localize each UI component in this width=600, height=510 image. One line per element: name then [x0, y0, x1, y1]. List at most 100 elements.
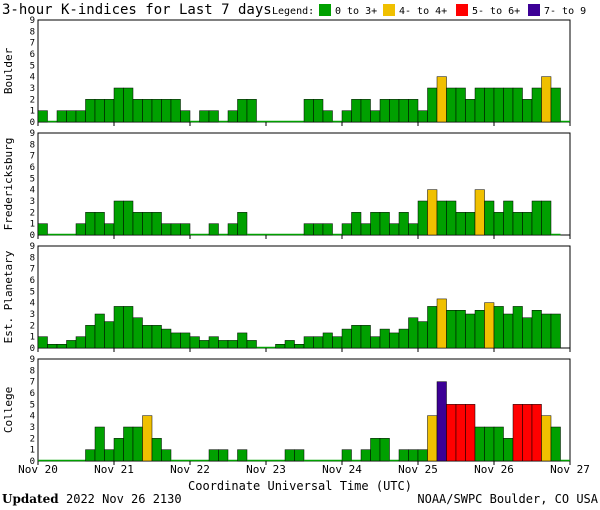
x-tick-label: Nov 24 [322, 463, 362, 476]
k-bar [113, 438, 124, 462]
y-tick-label: 5 [30, 287, 35, 297]
y-tick-label: 2 [30, 208, 35, 218]
k-bar [408, 317, 419, 349]
k-bar [427, 415, 438, 462]
y-tick-label: 1 [30, 446, 35, 456]
k-bar [541, 200, 552, 236]
panel-0: 01 234 567 89 Boulder [2, 16, 571, 128]
y-tick-label: 6 [30, 50, 35, 60]
k-bar [427, 189, 438, 236]
k-bar [493, 426, 504, 462]
k-bar [94, 426, 105, 462]
x-tick-label: Nov 20 [18, 463, 58, 476]
k-bar [550, 426, 561, 462]
y-tick-label: 9 [30, 355, 35, 365]
x-tick-label: Nov 26 [474, 463, 514, 476]
y-tick-label: 0 [30, 231, 35, 241]
k-bar [503, 200, 514, 236]
k-bar [484, 302, 495, 349]
k-bar [436, 200, 447, 236]
legend: Legend: 0 to 3+ 4- to 4+ 5- to 6+ 7- to 9 [272, 4, 586, 17]
y-tick-label: 3 [30, 197, 35, 207]
k-bar [142, 212, 153, 236]
k-bar [531, 310, 542, 349]
k-bar [37, 336, 48, 349]
y-tick-label: 7 [30, 39, 35, 49]
k-bar [474, 87, 485, 123]
legend-swatch-0 [319, 4, 331, 16]
k-bar [446, 200, 457, 236]
y-tick-label: 9 [30, 242, 35, 252]
k-bar [446, 404, 457, 462]
y-tick-label: 1 [30, 220, 35, 230]
k-bar [85, 449, 96, 462]
k-bar [341, 328, 352, 349]
k-bar [436, 298, 447, 349]
k-bar [56, 344, 67, 349]
x-tick-label: Nov 21 [94, 463, 134, 476]
legend-swatch-3 [528, 4, 540, 16]
k-bar [541, 313, 552, 349]
k-bar [199, 110, 210, 123]
k-bar [75, 223, 86, 236]
legend-item-0: 0 to 3+ [335, 6, 377, 17]
k-bar [427, 87, 438, 123]
panel-1: 01 234 567 89 Fredericksburg [2, 129, 571, 241]
k-bar [493, 212, 504, 236]
k-bar [455, 404, 466, 462]
y-tick-label: 2 [30, 95, 35, 105]
y-tick-label: 5 [30, 400, 35, 410]
k-bar [531, 87, 542, 123]
k-bar [113, 87, 124, 123]
panel-label: Boulder [2, 47, 15, 94]
k-bar [123, 306, 134, 349]
y-tick-label: 4 [30, 299, 35, 309]
x-tick-label: Nov 23 [246, 463, 286, 476]
k-bar [180, 110, 191, 123]
y-tick-label: 2 [30, 321, 35, 331]
k-bar [322, 110, 333, 123]
y-tick-label: 8 [30, 253, 35, 263]
k-bar [417, 110, 428, 123]
k-bar [180, 332, 191, 349]
k-bar [170, 332, 181, 349]
k-bar [379, 438, 390, 462]
y-tick-label: 0 [30, 344, 35, 354]
k-bar [370, 212, 381, 236]
k-bar [408, 99, 419, 123]
k-bar [237, 332, 248, 349]
k-bar [227, 110, 238, 123]
y-tick-label: 3 [30, 423, 35, 433]
y-tick-label: 8 [30, 366, 35, 376]
y-tick-label: 0 [30, 118, 35, 128]
k-bar [322, 332, 333, 349]
k-bar [313, 336, 324, 349]
y-tick-label: 9 [30, 129, 35, 139]
k-bar [446, 310, 457, 349]
k-bar [512, 306, 523, 349]
k-bar [123, 87, 134, 123]
k-bar [246, 99, 257, 123]
panels: 0123456789Boulder0123456789Fredericksbur… [2, 16, 571, 467]
legend-swatch-1 [383, 4, 395, 16]
x-tick-label: Nov 25 [398, 463, 438, 476]
k-bar [94, 99, 105, 123]
y-tick-label: 7 [30, 378, 35, 388]
y-tick-label: 5 [30, 61, 35, 71]
k-bar [294, 344, 305, 349]
k-bar [550, 87, 561, 123]
k-bar [522, 404, 533, 462]
k-bar [303, 99, 314, 123]
k-bar [113, 200, 124, 236]
k-bar [37, 223, 48, 236]
k-bar [303, 223, 314, 236]
k-bar [161, 449, 172, 462]
k-bar [161, 223, 172, 236]
k-bar [132, 317, 143, 349]
k-bar [503, 87, 514, 123]
y-tick-label: 9 [30, 16, 35, 26]
k-bar [189, 336, 200, 349]
k-bar [408, 449, 419, 462]
k-bar [66, 110, 77, 123]
k-bar [360, 449, 371, 462]
